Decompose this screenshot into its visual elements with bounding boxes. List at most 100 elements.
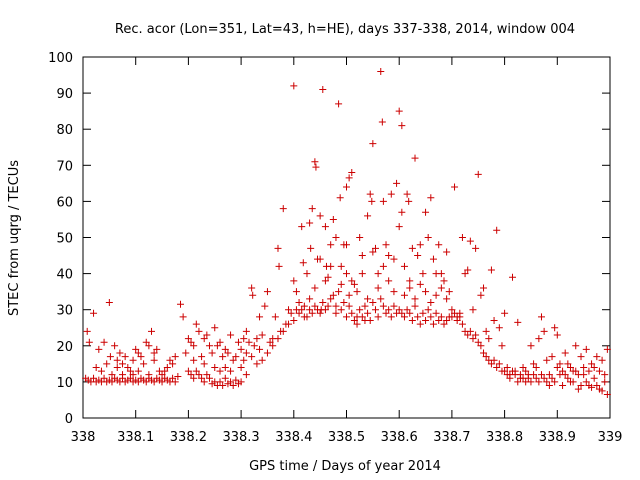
data-point <box>598 356 606 364</box>
data-point <box>414 252 422 260</box>
data-point <box>406 277 414 285</box>
data-point <box>559 367 567 375</box>
data-point <box>382 309 390 317</box>
data-point <box>451 309 459 317</box>
data-point <box>493 363 501 371</box>
data-point <box>574 385 582 393</box>
data-point <box>498 342 506 350</box>
data-point <box>487 360 495 368</box>
y-tick-label: 10 <box>56 376 73 391</box>
data-point <box>371 306 379 314</box>
data-point <box>461 270 469 278</box>
data-point <box>140 360 148 368</box>
data-point <box>237 363 245 371</box>
data-point <box>551 378 559 386</box>
data-point <box>519 363 527 371</box>
data-point <box>245 338 253 346</box>
data-point <box>119 360 127 368</box>
data-point <box>184 335 192 343</box>
data-point <box>387 313 395 321</box>
data-point <box>588 383 596 391</box>
data-point <box>406 309 414 317</box>
data-point <box>405 197 413 205</box>
data-point <box>335 288 343 296</box>
data-point <box>377 67 385 75</box>
data-point <box>285 306 293 314</box>
data-point <box>299 259 307 267</box>
data-point <box>530 360 538 368</box>
data-point <box>124 363 132 371</box>
data-point <box>393 179 401 187</box>
data-point <box>485 335 493 343</box>
data-point <box>395 223 403 231</box>
data-point <box>337 306 345 314</box>
y-tick-label: 70 <box>56 159 73 174</box>
data-point <box>145 371 153 379</box>
data-point <box>590 374 598 382</box>
data-point <box>198 353 206 361</box>
data-point <box>237 378 245 386</box>
data-point <box>190 374 198 382</box>
data-point <box>548 353 556 361</box>
data-point <box>108 371 116 379</box>
data-point <box>303 313 311 321</box>
data-point <box>306 219 314 227</box>
data-point <box>129 356 137 364</box>
data-point <box>368 197 376 205</box>
data-point <box>466 237 474 245</box>
data-point <box>398 122 406 130</box>
data-point <box>227 367 235 375</box>
y-tick-label: 0 <box>65 412 73 427</box>
data-point <box>553 331 561 339</box>
data-point <box>253 335 261 343</box>
data-point <box>345 291 353 299</box>
data-point <box>540 327 548 335</box>
data-point <box>458 320 466 328</box>
data-point <box>200 335 208 343</box>
data-point <box>577 382 585 390</box>
data-point <box>292 288 300 296</box>
data-point <box>377 295 385 303</box>
data-point <box>308 309 316 317</box>
data-point <box>572 367 580 375</box>
data-point <box>543 356 551 364</box>
data-point <box>564 374 572 382</box>
x-tick-label: 338.7 <box>433 430 470 445</box>
data-point <box>187 338 195 346</box>
y-tick-label: 20 <box>56 340 73 355</box>
y-tick-label: 30 <box>56 304 73 319</box>
data-point <box>285 320 293 328</box>
y-tick-label: 80 <box>56 123 73 138</box>
data-point <box>580 363 588 371</box>
data-point <box>343 270 350 278</box>
data-point <box>295 298 303 306</box>
data-points <box>82 67 611 399</box>
data-point <box>336 194 344 202</box>
data-point <box>205 342 213 350</box>
data-point <box>211 363 219 371</box>
data-point <box>369 298 377 306</box>
data-point <box>324 273 332 281</box>
data-point <box>400 262 408 270</box>
data-point <box>321 306 329 314</box>
data-point <box>279 205 287 213</box>
y-tick-label: 60 <box>56 195 73 210</box>
data-point <box>132 345 140 353</box>
data-point <box>437 284 445 292</box>
data-point <box>443 317 451 325</box>
data-point <box>400 313 408 321</box>
data-point <box>385 277 393 285</box>
data-point <box>443 295 451 303</box>
data-point <box>543 378 551 386</box>
data-point <box>126 374 134 382</box>
data-point <box>472 331 480 339</box>
data-point <box>390 255 398 263</box>
data-point <box>350 280 358 288</box>
data-point <box>456 313 464 321</box>
data-point <box>211 324 219 332</box>
data-point <box>535 335 543 343</box>
data-point <box>569 378 577 386</box>
data-point <box>190 342 198 350</box>
data-point <box>271 313 279 321</box>
data-point <box>329 291 337 299</box>
